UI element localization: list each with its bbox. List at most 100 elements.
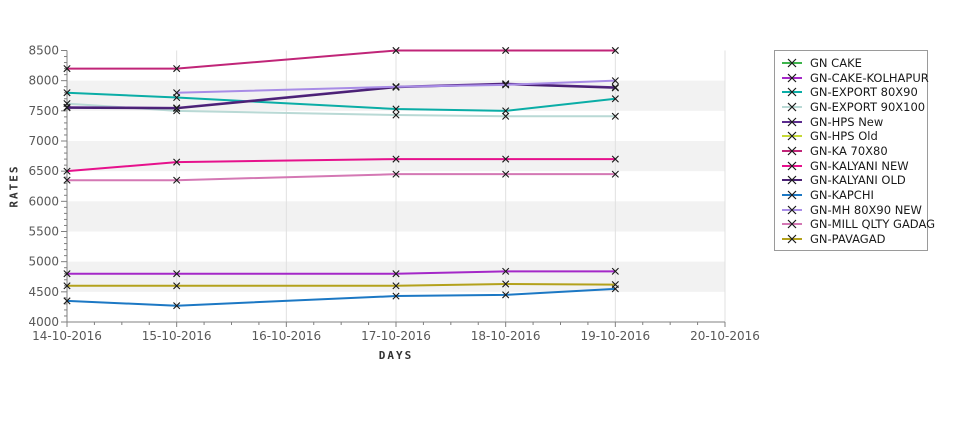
legend-marker-icon [782, 161, 802, 171]
series-line [176, 79, 616, 94]
x-tick-label: 16-10-2016 [251, 329, 321, 343]
legend-item: GN-MILL QLTY GADAG [781, 217, 935, 231]
series-line [67, 49, 616, 70]
series-marker-icon [392, 155, 400, 163]
legend-item: GN-HPS Old [781, 129, 921, 143]
legend-item: GN-KALYANI NEW [781, 159, 921, 173]
legend-marker-icon [782, 190, 802, 200]
x-tick-label: 14-10-2016 [32, 329, 102, 343]
legend-item: GN-HPS New [781, 115, 921, 129]
y-tick-label: 5000 [28, 255, 59, 269]
series-marker-icon [63, 65, 71, 73]
legend-label: GN-HPS New [810, 114, 884, 129]
legend-item: GN-KA 70X80 [781, 144, 921, 158]
chart-legend: GN CAKE GN-CAKE-KOLHAPUR GN-EXPORT 80X90 GN… [774, 50, 935, 251]
legend-label: GN-HPS Old [810, 129, 878, 144]
y-tick-label: 8500 [28, 44, 59, 58]
legend-label: GN-CAKE-KOLHAPUR [810, 70, 929, 85]
legend-marker-icon [782, 146, 802, 156]
legend-item: GN-EXPORT 90X100 [781, 100, 925, 114]
legend-label: GN-KALYANI NEW [810, 158, 909, 173]
legend-label: GN-KA 70X80 [810, 143, 888, 158]
series-line [67, 173, 616, 182]
series-marker-icon [392, 170, 400, 178]
legend-marker-icon [782, 205, 802, 214]
legend-label: GN-MH 80X90 NEW [810, 202, 922, 217]
y-tick-label: 7000 [28, 134, 59, 148]
series-marker-icon [173, 158, 181, 166]
series-marker-icon [63, 176, 71, 184]
y-tick-label: 5500 [28, 225, 59, 239]
series-marker-icon [173, 302, 181, 310]
x-tick-label: 19-10-2016 [580, 329, 650, 343]
series-marker-icon [392, 270, 400, 278]
series-marker-icon [611, 112, 619, 120]
legend-marker-icon [782, 102, 802, 112]
series-marker-icon [502, 46, 510, 55]
series-marker-icon [173, 282, 181, 290]
y-tick-label: 4000 [28, 315, 59, 329]
legend-label: GN-MILL QLTY GADAG [810, 217, 936, 232]
series-marker-icon [392, 105, 400, 113]
legend-item: GN-KALYANI OLD [781, 173, 921, 187]
series-marker-icon [611, 95, 619, 103]
legend-label: GN-KALYANI OLD [810, 173, 906, 188]
series-marker-icon [611, 46, 619, 55]
series-marker-icon [63, 167, 71, 175]
legend-marker-icon [782, 117, 802, 127]
legend-label: GN-EXPORT 90X100 [810, 99, 926, 114]
series-marker-icon [392, 111, 400, 119]
legend-item: GN-EXPORT 80X90 [781, 85, 921, 99]
series-marker-icon [63, 104, 71, 112]
legend-item: GN CAKE [781, 56, 921, 70]
series-marker-icon [502, 155, 510, 163]
series-marker-icon [63, 89, 71, 97]
series-marker-icon [173, 104, 181, 113]
series-marker-icon [502, 112, 510, 120]
legend-marker-icon [782, 175, 802, 185]
series-marker-icon [611, 267, 619, 275]
x-axis-title: DAYS [378, 349, 414, 362]
series-marker-icon [63, 270, 71, 278]
series-marker-icon [611, 155, 619, 163]
y-tick-label: 6000 [28, 194, 59, 208]
series-marker-icon [173, 176, 181, 184]
series-marker-icon [502, 291, 510, 299]
x-tick-label: 18-10-2016 [471, 329, 541, 343]
legend-item: GN-PAVAGAD [781, 232, 921, 246]
series-marker-icon [392, 46, 400, 55]
y-axis-title: RATES [7, 164, 21, 208]
legend-label: GN-EXPORT 80X90 [810, 85, 918, 100]
series-marker-icon [392, 282, 400, 290]
y-tick-label: 8000 [28, 74, 59, 88]
series-marker-icon [173, 65, 181, 73]
legend-marker-icon [782, 131, 802, 141]
series-marker-icon [611, 170, 619, 178]
x-tick-label: 17-10-2016 [361, 329, 431, 343]
series-marker-icon [611, 281, 619, 289]
series-marker-icon [502, 107, 510, 115]
legend-item: GN-MH 80X90 NEW [781, 202, 922, 217]
legend-marker-icon [782, 87, 802, 97]
series-marker-icon [502, 170, 510, 178]
x-tick-label: 20-10-2016 [690, 329, 760, 343]
legend-label: GN CAKE [810, 56, 862, 70]
series-marker-icon [173, 89, 181, 97]
legend-marker-icon [782, 73, 802, 83]
series-marker-icon [502, 267, 510, 275]
legend-marker-icon [782, 219, 802, 229]
series-marker-icon [502, 81, 510, 89]
series-marker-icon [63, 297, 71, 305]
series-marker-icon [392, 292, 400, 300]
x-tick-label: 15-10-2016 [142, 329, 212, 343]
legend-marker-icon [782, 58, 802, 68]
series-marker-icon [63, 282, 71, 290]
legend-item: GN-KAPCHI [781, 188, 921, 202]
legend-label: GN-KAPCHI [810, 187, 874, 202]
series-marker-icon [502, 280, 510, 288]
series-marker-icon [173, 270, 181, 278]
y-tick-label: 7500 [28, 104, 59, 118]
